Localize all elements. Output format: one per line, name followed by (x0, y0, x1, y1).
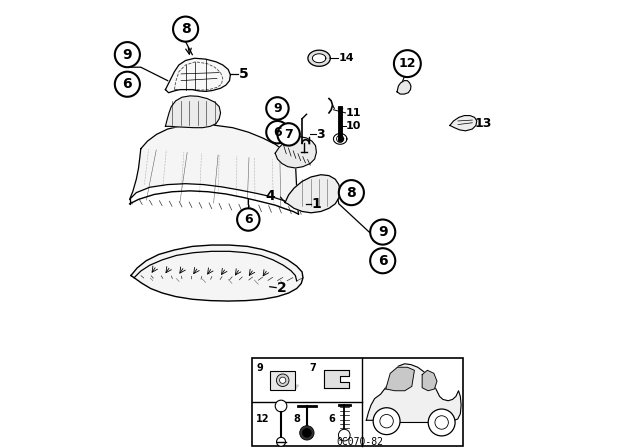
Text: 7: 7 (309, 363, 316, 373)
Circle shape (370, 220, 396, 245)
Text: 14: 14 (339, 53, 355, 63)
Polygon shape (308, 50, 330, 66)
Polygon shape (275, 137, 316, 168)
Circle shape (339, 429, 350, 441)
Polygon shape (386, 367, 414, 391)
Circle shape (339, 180, 364, 205)
Text: 13: 13 (474, 116, 492, 130)
Text: 6: 6 (329, 414, 335, 423)
Text: 2: 2 (277, 280, 287, 295)
Text: 12: 12 (255, 414, 269, 423)
Circle shape (278, 123, 300, 146)
Circle shape (115, 42, 140, 67)
Circle shape (428, 409, 455, 436)
Circle shape (280, 377, 286, 383)
Circle shape (394, 50, 421, 77)
Text: 9: 9 (277, 107, 278, 108)
Text: 9: 9 (378, 225, 388, 239)
Polygon shape (165, 96, 221, 128)
Text: 10: 10 (346, 121, 362, 131)
Text: 6: 6 (273, 125, 282, 139)
Polygon shape (397, 81, 411, 94)
Text: 6: 6 (244, 213, 253, 226)
Polygon shape (422, 370, 437, 391)
Circle shape (173, 17, 198, 42)
Text: 8: 8 (294, 414, 301, 423)
Circle shape (276, 374, 289, 387)
Text: 1: 1 (312, 197, 322, 211)
Polygon shape (270, 385, 299, 390)
Text: 6: 6 (122, 77, 132, 91)
Text: 9: 9 (257, 363, 263, 373)
Polygon shape (366, 364, 461, 422)
Polygon shape (312, 54, 326, 63)
Text: 7: 7 (284, 128, 293, 141)
Text: 8: 8 (346, 185, 356, 200)
Text: 0C070-82: 0C070-82 (337, 437, 384, 447)
Text: 5: 5 (239, 67, 249, 81)
Circle shape (115, 72, 140, 97)
Text: 4: 4 (266, 189, 275, 203)
Text: 8: 8 (180, 22, 191, 36)
Bar (252, 358, 463, 446)
Circle shape (266, 97, 289, 120)
Text: 6: 6 (378, 254, 388, 268)
Text: 9: 9 (122, 47, 132, 62)
Polygon shape (131, 245, 303, 301)
Polygon shape (165, 58, 230, 93)
Polygon shape (450, 116, 477, 131)
Text: 3: 3 (316, 128, 325, 141)
Circle shape (276, 437, 285, 446)
Polygon shape (285, 175, 340, 213)
Circle shape (275, 400, 287, 412)
Circle shape (266, 121, 289, 143)
Circle shape (237, 208, 260, 231)
Text: 9: 9 (273, 102, 282, 115)
Bar (270, 371, 295, 390)
Circle shape (303, 428, 312, 437)
Circle shape (373, 408, 400, 435)
Polygon shape (129, 125, 298, 207)
Circle shape (370, 248, 396, 273)
Text: 11: 11 (346, 108, 362, 118)
Polygon shape (324, 370, 349, 388)
Circle shape (300, 426, 314, 440)
Text: 12: 12 (399, 57, 416, 70)
